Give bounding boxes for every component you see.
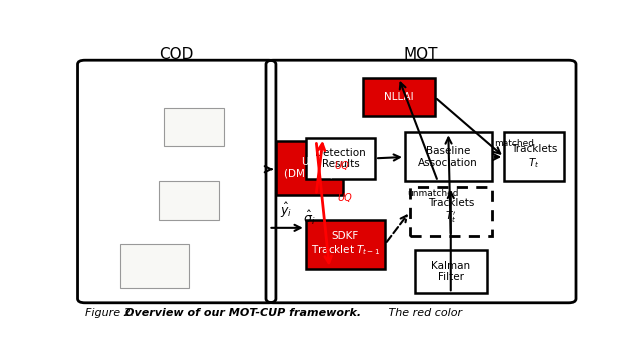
Text: Overview of our MOT-CUP framework.: Overview of our MOT-CUP framework.	[125, 308, 361, 318]
Text: MOT: MOT	[404, 47, 438, 62]
FancyBboxPatch shape	[306, 219, 385, 269]
Text: $\hat{y}_i$: $\hat{y}_i$	[280, 201, 292, 219]
FancyBboxPatch shape	[415, 250, 487, 293]
FancyBboxPatch shape	[120, 244, 189, 288]
FancyBboxPatch shape	[164, 108, 224, 146]
Text: UQ: UQ	[338, 193, 353, 202]
Text: UQ: UQ	[335, 161, 349, 171]
FancyBboxPatch shape	[504, 132, 564, 182]
Text: UQ
(DM &CP): UQ (DM &CP)	[284, 157, 334, 179]
Text: Detection
Results: Detection Results	[315, 148, 366, 169]
Text: SDKF
Tracklet $T_{t-1}$: SDKF Tracklet $T_{t-1}$	[310, 231, 380, 257]
Text: Tracklets
$T_t'$: Tracklets $T_t'$	[428, 198, 474, 225]
Text: $\hat{\sigma}_i$: $\hat{\sigma}_i$	[303, 209, 316, 227]
FancyBboxPatch shape	[410, 187, 492, 236]
Text: NLLAI: NLLAI	[384, 92, 413, 102]
FancyBboxPatch shape	[405, 132, 492, 182]
Text: matched: matched	[494, 139, 534, 148]
Text: Kalman
Filter: Kalman Filter	[431, 261, 470, 282]
Text: unmatched: unmatched	[408, 189, 459, 199]
FancyBboxPatch shape	[363, 78, 435, 116]
Text: Figure 2.: Figure 2.	[85, 308, 138, 318]
Text: COD: COD	[159, 47, 194, 62]
FancyBboxPatch shape	[306, 138, 375, 179]
Text: Baseline
Association: Baseline Association	[419, 146, 478, 168]
FancyBboxPatch shape	[159, 182, 219, 219]
FancyBboxPatch shape	[276, 141, 343, 195]
Text: The red color: The red color	[385, 308, 462, 318]
Text: Tracklets
$T_t$: Tracklets $T_t$	[511, 144, 557, 170]
